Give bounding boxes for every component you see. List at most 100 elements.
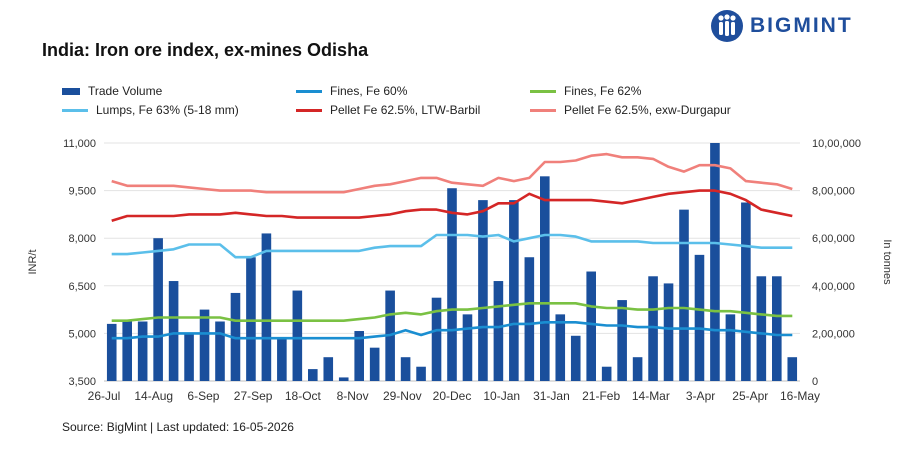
bar xyxy=(308,369,318,381)
x-tick-label: 27-Sep xyxy=(234,389,273,403)
bar xyxy=(648,276,658,381)
brand-logo: BIGMINT xyxy=(710,9,853,43)
x-tick-label: 3-Apr xyxy=(686,389,715,403)
legend-swatch xyxy=(296,89,322,93)
y-tick-label: 6,500 xyxy=(68,281,96,293)
bar xyxy=(400,357,411,381)
bar xyxy=(710,143,720,381)
chart-title: India: Iron ore index, ex-mines Odisha xyxy=(42,40,369,60)
legend-item-lumps-fe63: Lumps, Fe 63% (5-18 mm) xyxy=(62,103,239,117)
bar xyxy=(663,283,674,381)
x-tick-label: 21-Feb xyxy=(582,389,620,403)
y-tick-label: 9,500 xyxy=(68,186,96,198)
bar xyxy=(787,357,798,381)
source-note: Source: BigMint | Last updated: 16-05-20… xyxy=(62,420,294,434)
y2-tick-label: 8,00,000 xyxy=(812,186,855,198)
series-line-0 xyxy=(111,320,793,340)
y2-tick-label: 4,00,000 xyxy=(812,281,855,293)
legend-swatch xyxy=(62,87,80,95)
series-line-1 xyxy=(111,301,793,323)
bar xyxy=(725,314,736,381)
bar xyxy=(292,290,303,381)
bar xyxy=(338,377,349,381)
y-axis-title: INR/t xyxy=(27,249,39,274)
brand-name: BIGMINT xyxy=(750,14,853,37)
x-tick-label: 18-Oct xyxy=(285,389,322,403)
bar xyxy=(369,347,380,381)
bar xyxy=(601,366,612,381)
bar xyxy=(416,366,426,381)
bar xyxy=(323,357,334,381)
legend-item-trade-volume: Trade Volume xyxy=(62,84,162,98)
bar xyxy=(756,276,767,381)
bar xyxy=(694,254,705,381)
bar xyxy=(524,257,535,381)
legend-swatch xyxy=(62,108,88,112)
y2-tick-label: 0 xyxy=(812,376,818,388)
bar xyxy=(246,257,256,381)
series-line-4 xyxy=(111,152,793,194)
bar xyxy=(772,276,782,381)
series-line-2 xyxy=(111,233,793,259)
bar xyxy=(555,314,566,381)
legend-label: Pellet Fe 62.5%, LTW-Barbil xyxy=(330,103,481,117)
legend-label: Trade Volume xyxy=(88,84,163,98)
y-tick-label: 5,000 xyxy=(68,328,96,340)
bigmint-logo-icon xyxy=(711,10,743,42)
bar xyxy=(215,321,225,381)
x-tick-label: 6-Sep xyxy=(187,389,219,403)
x-tick-label: 10-Jan xyxy=(483,389,520,403)
legend-label: Pellet Fe 62.5%, exw-Durgapur xyxy=(564,103,731,117)
legend-swatch xyxy=(296,108,322,112)
x-tick-label: 14-Aug xyxy=(134,389,173,403)
bar xyxy=(570,335,581,381)
y2-axis-title: In tonnes xyxy=(881,239,893,285)
x-tick-label: 20-Dec xyxy=(433,389,472,403)
bar xyxy=(137,321,148,381)
x-tick-label: 31-Jan xyxy=(533,389,570,403)
series-line-3 xyxy=(111,189,793,222)
y-tick-label: 8,000 xyxy=(68,233,96,245)
y2-tick-label: 2,00,000 xyxy=(812,328,855,340)
bar xyxy=(493,281,504,381)
bar xyxy=(741,202,751,381)
y-tick-label: 3,500 xyxy=(68,376,96,388)
x-tick-label: 8-Nov xyxy=(337,389,369,403)
legend-label: Fines, Fe 62% xyxy=(564,84,642,98)
bar xyxy=(540,176,550,381)
bar xyxy=(168,281,179,381)
legend-item-pellet-durgapur: Pellet Fe 62.5%, exw-Durgapur xyxy=(530,103,731,117)
bar xyxy=(184,333,194,381)
legend-label: Fines, Fe 60% xyxy=(330,84,408,98)
legend-swatch xyxy=(530,108,556,112)
bar xyxy=(617,300,627,381)
bar xyxy=(122,321,132,381)
x-tick-label: 29-Nov xyxy=(383,389,422,403)
x-tick-label: 14-Mar xyxy=(632,389,670,403)
bar xyxy=(277,338,287,381)
bar xyxy=(509,200,519,381)
legend-label: Lumps, Fe 63% (5-18 mm) xyxy=(96,103,239,117)
bar xyxy=(679,209,689,381)
bar xyxy=(431,297,442,381)
legend-item-fines-fe62: Fines, Fe 62% xyxy=(530,84,641,98)
bar xyxy=(354,331,364,381)
bar xyxy=(462,314,473,381)
y2-tick-label: 6,00,000 xyxy=(812,233,855,245)
bar xyxy=(447,188,457,381)
bar xyxy=(199,309,210,381)
bar xyxy=(632,357,643,381)
bar xyxy=(106,323,117,381)
bar xyxy=(478,200,488,381)
bar xyxy=(153,238,163,381)
legend-swatch xyxy=(530,89,556,93)
bar xyxy=(586,271,596,381)
x-tick-label: 26-Jul xyxy=(88,389,121,403)
y2-tick-label: 10,00,000 xyxy=(812,138,861,150)
legend-item-fines-fe60: Fines, Fe 60% xyxy=(296,84,407,98)
bar xyxy=(261,233,272,381)
x-tick-label: 16-May xyxy=(780,389,820,403)
legend-item-pellet-ltw-barbil: Pellet Fe 62.5%, LTW-Barbil xyxy=(296,103,480,117)
x-tick-label: 25-Apr xyxy=(732,389,768,403)
